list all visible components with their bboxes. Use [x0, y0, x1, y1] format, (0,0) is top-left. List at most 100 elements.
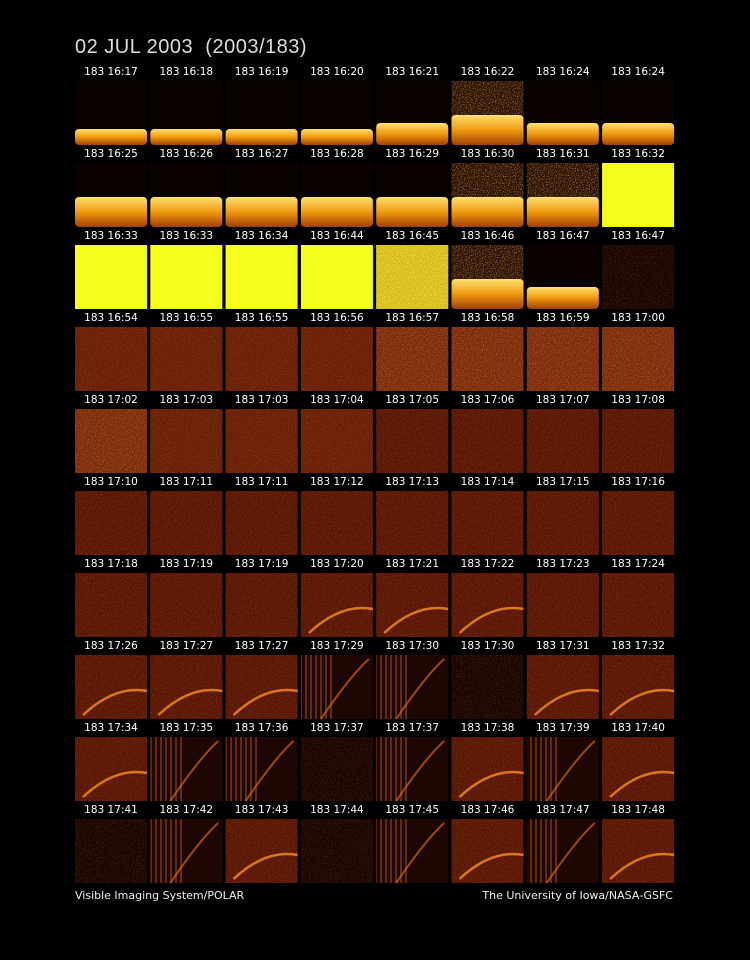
frame-label: 183 17:40 [611, 722, 665, 734]
frame-noise [75, 409, 147, 473]
frame-noise [526, 327, 599, 391]
frame-arc [609, 770, 675, 798]
frame-label: 183 16:25 [84, 148, 138, 160]
frame-noise [300, 409, 373, 473]
frame-band [602, 123, 675, 145]
frame-grid: 183 16:17 183 16:18 183 16:19 183 16:20 183 … [75, 66, 675, 884]
frame-noise [300, 573, 373, 637]
frame-noise [602, 573, 675, 637]
frame-arc [244, 740, 295, 802]
frame-label: 183 17:32 [611, 640, 665, 652]
frame: 183 16:45 [376, 230, 449, 309]
frame-label: 183 17:13 [385, 476, 439, 488]
frame-band [225, 197, 298, 227]
frame-speckle [526, 163, 599, 203]
frame-label: 183 17:35 [159, 722, 213, 734]
frame: 183 16:58 [451, 312, 524, 391]
frame-label: 183 17:07 [536, 394, 590, 406]
frame-noise [150, 573, 223, 637]
frame-label: 183 17:38 [461, 722, 515, 734]
frame-label: 183 17:03 [159, 394, 213, 406]
frame-noise [150, 491, 223, 555]
frame-noise [451, 737, 524, 801]
frame-label: 183 17:10 [84, 476, 138, 488]
frame-noise [602, 655, 675, 719]
frame: 183 17:46 [451, 804, 524, 883]
frame-label: 183 17:37 [385, 722, 439, 734]
frame-noise [451, 819, 524, 883]
frame-noise [376, 409, 449, 473]
frame-label: 183 17:42 [159, 804, 213, 816]
frame: 183 17:37 [376, 722, 449, 802]
frame: 183 16:46 [451, 230, 524, 309]
frame-band [150, 129, 223, 145]
frame-background [602, 163, 675, 227]
frame-label: 183 16:22 [461, 66, 515, 78]
frame-arc [609, 688, 675, 716]
frame-arc [82, 770, 148, 798]
frame-label: 183 17:04 [310, 394, 364, 406]
page-title: 02 JUL 2003 (2003/183) [75, 36, 307, 58]
frame-label: 183 17:24 [611, 558, 665, 570]
frame-noise [150, 327, 223, 391]
frame-band [451, 279, 524, 309]
frame-label: 183 16:59 [536, 312, 590, 324]
frame-label: 183 17:02 [84, 394, 138, 406]
frame-noise [225, 327, 298, 391]
frame-band [75, 129, 147, 145]
frame-label: 183 17:39 [536, 722, 590, 734]
frame-arc [169, 740, 219, 802]
frame-label: 183 16:24 [536, 66, 590, 78]
frame-label: 183 16:33 [159, 230, 213, 242]
frame: 183 16:47 [526, 230, 599, 309]
frame: 183 17:48 [602, 804, 675, 883]
frame-label: 183 17:15 [536, 476, 590, 488]
frame-label: 183 17:29 [310, 640, 364, 652]
frame-arc [458, 606, 524, 634]
frame-label: 183 16:32 [611, 148, 665, 160]
frame: 183 16:59 [526, 312, 599, 391]
frame: 183 17:08 [602, 394, 675, 473]
frame: 183 17:39 [526, 722, 599, 802]
frame-label: 183 16:28 [310, 148, 364, 160]
frame-noise [225, 409, 298, 473]
frame: 183 17:11 [225, 476, 298, 555]
frame: 183 17:16 [602, 476, 675, 555]
frame: 183 17:31 [526, 640, 600, 719]
frame-band [300, 129, 373, 145]
frame-noise [376, 491, 449, 555]
frame-band [451, 115, 524, 145]
frame: 183 17:21 [376, 558, 449, 637]
frame-label: 183 17:22 [461, 558, 515, 570]
frame-noise [376, 573, 449, 637]
frame-noise [602, 491, 675, 555]
frame: 183 17:26 [75, 640, 148, 719]
frame: 183 16:26 [150, 148, 223, 227]
frame-noise [75, 327, 147, 391]
frame: 183 17:22 [451, 558, 524, 637]
frame-noise [150, 409, 223, 473]
frame-noise [225, 491, 298, 555]
frame-label: 183 17:12 [310, 476, 364, 488]
frame-background [225, 245, 298, 309]
frame-label: 183 17:27 [235, 640, 289, 652]
frame-arc [82, 688, 148, 716]
frame-noise [526, 655, 599, 719]
frame-arc [458, 852, 524, 880]
frame-noise [225, 573, 298, 637]
frame-label: 183 17:18 [84, 558, 138, 570]
frame-label: 183 16:44 [310, 230, 364, 242]
frame-label: 183 17:11 [159, 476, 213, 488]
frame: 183 16:34 [225, 230, 298, 309]
frame: 183 17:04 [300, 394, 373, 473]
frame-label: 183 17:00 [611, 312, 665, 324]
frame: 183 17:23 [526, 558, 599, 637]
frame: 183 16:44 [300, 230, 373, 309]
frame: 183 17:43 [225, 804, 298, 883]
frame: 183 17:29 [300, 640, 373, 720]
frame-label: 183 17:19 [235, 558, 289, 570]
frame-label: 183 16:58 [461, 312, 515, 324]
frame: 183 17:15 [526, 476, 599, 555]
frame-noise [451, 655, 524, 719]
